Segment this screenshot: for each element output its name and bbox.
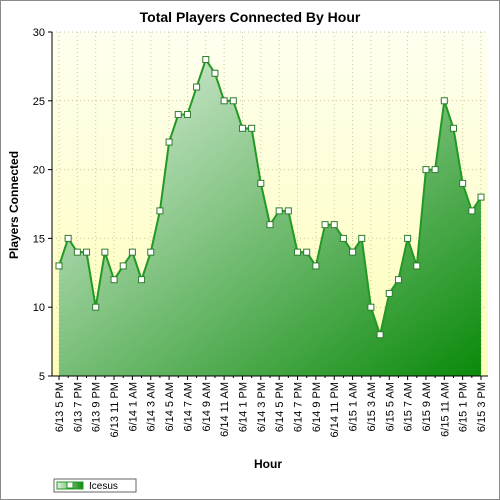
x-tick-label: 6/13 5 PM (54, 382, 66, 432)
legend-label: Icesus (89, 481, 118, 492)
data-point (193, 83, 201, 91)
data-point (266, 221, 274, 229)
data-point (385, 289, 393, 297)
data-point (101, 248, 109, 256)
x-tick-label: 6/14 5 AM (164, 382, 176, 432)
data-point (376, 331, 384, 339)
data-point (413, 262, 421, 270)
x-tick-label: 6/15 9 AM (421, 382, 433, 432)
data-point (468, 207, 476, 215)
data-point (358, 234, 366, 242)
x-tick-label: 6/13 9 PM (91, 382, 103, 432)
y-tick-label: 20 (33, 165, 45, 177)
data-point (138, 276, 146, 284)
data-point (128, 248, 136, 256)
data-point (110, 276, 118, 284)
x-tick-label: 6/15 1 PM (458, 382, 470, 432)
data-point (321, 221, 329, 229)
x-tick-label: 6/14 11 AM (219, 382, 231, 437)
data-point (238, 124, 246, 132)
x-tick-label: 6/14 11 PM (329, 382, 341, 437)
y-tick-label: 15 (33, 233, 45, 245)
x-tick-label: 6/13 7 PM (72, 382, 84, 432)
x-tick-label: 6/14 7 AM (182, 382, 194, 432)
data-points (55, 56, 485, 339)
x-tick-label: 6/14 9 PM (311, 382, 323, 432)
data-point (119, 262, 127, 270)
x-tick-label: 6/14 9 AM (201, 382, 213, 432)
data-point (431, 166, 439, 174)
data-point (294, 248, 302, 256)
x-tick-label: 6/14 7 PM (293, 382, 305, 432)
x-tick-label: 6/15 3 AM (366, 382, 378, 432)
y-tick-label: 5 (39, 371, 45, 383)
data-point (174, 111, 182, 119)
x-tick-label: 6/15 7 AM (403, 382, 415, 432)
x-tick-label: 6/14 1 AM (127, 382, 139, 432)
data-point (73, 248, 81, 256)
x-tick-label: 6/15 1 AM (348, 382, 360, 432)
chart-title: Total Players Connected By Hour (140, 9, 361, 25)
x-tick-label: 6/15 3 PM (476, 382, 488, 432)
series-area (59, 59, 481, 377)
data-point (211, 69, 219, 77)
x-tick-label: 6/13 11 PM (109, 382, 121, 437)
data-point (92, 303, 100, 311)
legend-marker (66, 481, 74, 489)
data-point (64, 234, 72, 242)
data-point (248, 124, 256, 132)
y-axis-ticks: 5 10 15 20 25 30 (33, 27, 52, 383)
y-tick-label: 25 (33, 96, 45, 108)
y-tick-label: 10 (33, 302, 45, 314)
x-axis-ticks: 6/13 5 PM 6/13 7 PM 6/13 9 PM 6/13 11 PM 6/1… (54, 376, 488, 437)
data-point (220, 97, 228, 105)
data-point (284, 207, 292, 215)
data-point (202, 56, 210, 64)
y-axis-title: Players Connected (7, 151, 21, 259)
x-tick-label: 6/14 3 AM (146, 382, 158, 432)
data-point (83, 248, 91, 256)
x-tick-label: 6/15 5 AM (384, 382, 396, 432)
data-point (165, 138, 173, 146)
y-tick-label: 30 (33, 27, 45, 39)
data-point (367, 303, 375, 311)
data-point (55, 262, 63, 270)
x-tick-label: 6/15 11 AM (439, 382, 451, 437)
data-point (275, 207, 283, 215)
data-point (404, 234, 412, 242)
x-axis-title: Hour (254, 457, 282, 471)
data-point (440, 97, 448, 105)
data-point (449, 124, 457, 132)
data-point (303, 248, 311, 256)
data-point (156, 207, 164, 215)
data-point (229, 97, 237, 105)
data-point (339, 234, 347, 242)
data-point (459, 179, 467, 187)
x-tick-label: 6/14 5 PM (274, 382, 286, 432)
data-point (422, 166, 430, 174)
data-point (183, 111, 191, 119)
data-point (349, 248, 357, 256)
data-point (257, 179, 265, 187)
data-point (147, 248, 155, 256)
data-point (477, 193, 485, 201)
x-tick-label: 6/14 3 PM (256, 382, 268, 432)
data-point (330, 221, 338, 229)
data-point (312, 262, 320, 270)
x-tick-label: 6/14 1 PM (237, 382, 249, 432)
data-point (394, 276, 402, 284)
legend: Icesus (53, 478, 137, 493)
